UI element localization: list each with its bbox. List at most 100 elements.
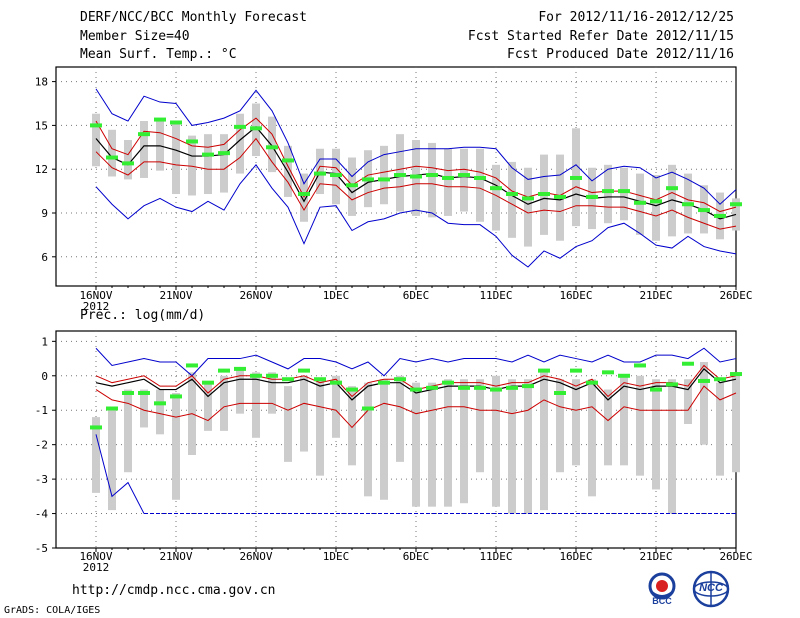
temperature-xtick-label: 16DEC bbox=[559, 289, 592, 302]
temperature-obs-marker bbox=[570, 175, 582, 180]
precipitation-xtick-label: 26DEC bbox=[719, 550, 752, 563]
temperature-spread-box bbox=[652, 175, 660, 241]
temperature-obs-marker bbox=[602, 189, 614, 194]
temperature-obs-marker bbox=[90, 123, 102, 128]
precipitation-spread-box bbox=[700, 362, 708, 445]
source-url[interactable]: http://cmdp.ncc.cma.gov.cn bbox=[72, 583, 276, 598]
temperature-obs-marker bbox=[666, 186, 678, 191]
precipitation-obs-marker bbox=[282, 377, 294, 382]
fcst-produced-date: Fcst Produced Date 2012/11/16 bbox=[507, 47, 734, 62]
variable-label: Mean Surf. Temp.: °C bbox=[80, 47, 237, 62]
temperature-obs-marker bbox=[698, 208, 710, 213]
precipitation-spread-box bbox=[716, 382, 724, 476]
temperature-spread-box bbox=[92, 113, 100, 167]
temperature-spread-box bbox=[236, 113, 244, 174]
precipitation-obs-marker bbox=[298, 368, 310, 373]
precipitation-obs-marker bbox=[554, 391, 566, 395]
temperature-spread-box bbox=[492, 164, 500, 231]
temperature-spread-box bbox=[268, 116, 276, 173]
precipitation-xtick-label: 16NOV bbox=[79, 550, 112, 563]
precipitation-spread-box bbox=[428, 382, 436, 507]
temperature-obs-marker bbox=[458, 173, 470, 178]
precipitation-obs-marker bbox=[490, 387, 502, 392]
temperature-obs-marker bbox=[362, 177, 374, 182]
temperature-xtick-label: 26DEC bbox=[719, 289, 752, 302]
temperature-spread-box bbox=[444, 148, 452, 216]
temperature-ytick-label: 6 bbox=[41, 251, 48, 264]
precipitation-min-line bbox=[95, 434, 145, 514]
temperature-min-line bbox=[95, 163, 737, 268]
temperature-spread-box bbox=[124, 140, 132, 180]
precipitation-obs-marker bbox=[138, 391, 150, 395]
precipitation-spread-box bbox=[412, 382, 420, 507]
precipitation-obs-marker bbox=[682, 361, 694, 366]
temperature-spread-box bbox=[508, 161, 516, 238]
precipitation-spread-box bbox=[140, 389, 148, 428]
chart-title: DERF/NCC/BCC Monthly Forecast bbox=[80, 10, 307, 25]
precipitation-obs-marker bbox=[346, 387, 358, 392]
temperature-spread-box bbox=[188, 135, 196, 196]
temperature-obs-marker bbox=[250, 126, 262, 131]
precipitation-obs-marker bbox=[330, 380, 342, 385]
precipitation-obs-marker bbox=[154, 401, 166, 406]
temperature-spread-box bbox=[668, 164, 676, 237]
precipitation-spread-box bbox=[364, 382, 372, 497]
precipitation-obs-marker bbox=[714, 377, 726, 382]
temperature-obs-marker bbox=[410, 174, 422, 179]
precipitation-obs-marker bbox=[106, 406, 118, 411]
precipitation-spread-box bbox=[380, 379, 388, 500]
precipitation-obs-marker bbox=[122, 391, 134, 395]
temperature-spread-box bbox=[460, 148, 468, 212]
precipitation-spread-box bbox=[620, 375, 628, 466]
precipitation-spread-box bbox=[492, 375, 500, 507]
precipitation-spread-box bbox=[332, 375, 340, 438]
temperature-spread-box bbox=[140, 121, 148, 178]
precipitation-spread-box bbox=[636, 375, 644, 476]
precipitation-xtick-label: 21NOV bbox=[159, 550, 192, 563]
temperature-obs-marker bbox=[682, 202, 694, 207]
temperature-obs-marker bbox=[330, 173, 342, 178]
precipitation-spread-box bbox=[252, 372, 260, 438]
precipitation-obs-marker bbox=[522, 384, 534, 389]
temperature-spread-box bbox=[524, 167, 532, 247]
temperature-obs-marker bbox=[106, 155, 118, 160]
temperature-xtick-label: 26NOV bbox=[239, 289, 272, 302]
precipitation-xtick-label: 6DEC bbox=[403, 550, 430, 563]
temperature-lower-spread-line bbox=[95, 137, 737, 230]
temperature-obs-marker bbox=[282, 158, 294, 163]
temperature-obs-marker bbox=[394, 173, 406, 178]
precipitation-obs-marker bbox=[314, 377, 326, 382]
temperature-obs-marker bbox=[442, 175, 454, 180]
precipitation-obs-marker bbox=[410, 387, 422, 392]
temperature-obs-marker bbox=[186, 139, 198, 144]
precipitation-ytick-label: -1 bbox=[35, 404, 48, 417]
temperature-obs-marker bbox=[506, 192, 518, 197]
temperature-obs-marker bbox=[490, 186, 502, 191]
temperature-obs-marker bbox=[138, 132, 150, 137]
precipitation-obs-marker bbox=[170, 394, 182, 399]
precipitation-obs-marker bbox=[586, 380, 598, 385]
precipitation-spread-box bbox=[540, 372, 548, 511]
precipitation-spread-box bbox=[508, 379, 516, 514]
temperature-ytick-label: 12 bbox=[35, 163, 48, 176]
precipitation-spread-box bbox=[668, 379, 676, 514]
temperature-spread-box bbox=[220, 134, 228, 193]
temperature-obs-marker bbox=[122, 161, 134, 166]
precipitation-obs-marker bbox=[650, 387, 662, 392]
precipitation-ytick-label: -3 bbox=[35, 473, 48, 486]
precipitation-spread-box bbox=[316, 379, 324, 476]
temperature-obs-marker bbox=[650, 199, 662, 204]
precipitation-obs-marker bbox=[362, 406, 374, 411]
temperature-spread-box bbox=[428, 142, 436, 218]
precipitation-spread-box bbox=[284, 386, 292, 462]
precipitation-spread-box bbox=[556, 379, 564, 473]
precipitation-obs-marker bbox=[570, 368, 582, 373]
precipitation-spread-box bbox=[460, 379, 468, 504]
precipitation-spread-box bbox=[444, 379, 452, 507]
precipitation-spread-box bbox=[124, 389, 132, 473]
precipitation-spread-box bbox=[236, 368, 244, 414]
temperature-obs-marker bbox=[426, 173, 438, 178]
precipitation-ytick-label: 0 bbox=[41, 370, 48, 383]
temperature-obs-marker bbox=[346, 183, 358, 188]
